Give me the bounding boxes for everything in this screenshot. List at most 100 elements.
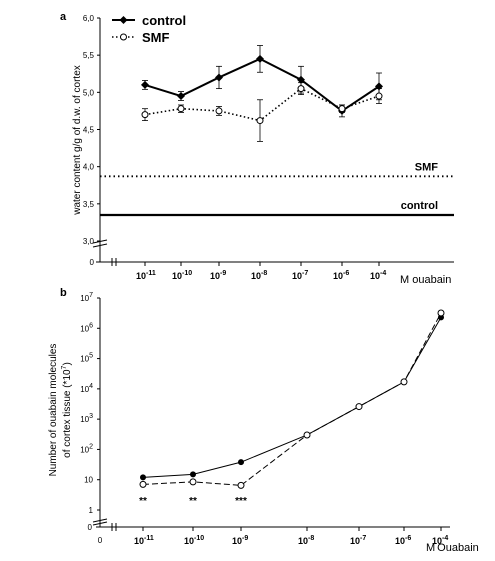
panel-b-axis-break-mark [92, 518, 108, 523]
panel-b-point-filled [190, 471, 196, 478]
panel-b-x-unit: M Ouabain [426, 542, 479, 554]
panel-a-x-tick-label: 10-4 [370, 270, 386, 281]
panel-b-y-tick-label-base: 10 [80, 385, 89, 394]
panel-b-x-tick-label: 10-9 [232, 535, 248, 546]
panel-a-x-unit: M ouabain [400, 274, 451, 286]
panel-a-x-tick-label-base: 10 [251, 271, 261, 281]
panel-b-y-tick-label-base: 10 [80, 445, 89, 454]
panel-b-y-tick-label-exponent: 6 [89, 322, 93, 329]
panel-b-x-unit-prefix: M [426, 542, 435, 554]
panel-a-x-tick-label-base: 10 [292, 271, 302, 281]
data-point-smf [338, 105, 346, 113]
data-point-smf [297, 85, 305, 93]
panel-a-x-tick-label: 10-7 [292, 270, 308, 281]
panel-a-y-tick-label: 5,5 [83, 51, 95, 60]
panel-b-x-tick-label: 10-8 [298, 535, 314, 546]
panel-b-point-open [437, 309, 445, 317]
panel-a-y-tick-label: 3,5 [83, 200, 95, 209]
panel-a: a water content g/g of d.w. of cortex M … [60, 11, 454, 286]
panel-b-x-tick-label: 10-11 [134, 535, 154, 546]
panel-b-letter: b [60, 287, 67, 299]
panel-b-x-tick-label-exponent: -9 [242, 535, 248, 542]
panel-b-series-line-open [142, 312, 442, 486]
panel-a-y-tick-label: 0 [90, 258, 95, 267]
panel-b-x-tick-label-base: 10 [232, 536, 242, 546]
data-point-smf [375, 92, 383, 100]
panel-a-x-tick-label-base: 10 [370, 271, 380, 281]
panel-a-letter: a [60, 11, 67, 23]
panel-b-x-tick-label-exponent: -4 [442, 535, 448, 542]
panel-b-y-label-main: of cortex tissue (*10 [62, 369, 73, 458]
legend: control SMF [112, 13, 186, 45]
panel-b-point-open [139, 480, 147, 488]
panel-a-y-ticks: 0 3,0 3,5 4,0 4,5 5,0 5,5 6,0 [83, 14, 100, 267]
panel-b-y-tick-label-base: 10 [84, 476, 93, 485]
panel-a-reference-lines: SMF control [100, 161, 454, 217]
significance-marker: ** [139, 496, 147, 507]
panel-b-annotations: ** ** *** [139, 496, 247, 507]
reference-label-control: control [401, 200, 438, 212]
panel-b-y-label-exponent: 7 [61, 365, 68, 369]
panel-b-x-tick-label-exponent: -10 [194, 535, 204, 542]
panel-b-y-tick-label-exponent: 3 [89, 413, 93, 420]
panel-a-y-tick-label: 3,0 [83, 237, 95, 246]
panel-b-x-tick-label-exponent: -11 [144, 535, 154, 542]
panel-a-x-tick-label-exponent: -7 [302, 270, 308, 277]
panel-b-y-label-close: ) [62, 362, 73, 365]
panel-b-y-tick-label: 102 [80, 443, 93, 454]
panel-b-series-line-filled [142, 317, 442, 478]
panel-a-x-tick-label: 10-9 [210, 270, 226, 281]
legend-smf-label: SMF [142, 30, 170, 45]
panel-a-x-tick-label-exponent: -4 [380, 270, 386, 277]
data-point-control [256, 54, 264, 63]
panel-a-x-tick-label-exponent: -9 [220, 270, 226, 277]
panel-a-x-tick-label: 10-6 [333, 270, 349, 281]
data-point-control [141, 80, 149, 89]
panel-b-x-tick-label-exponent: -7 [360, 535, 366, 542]
panel-b-point-open [237, 481, 245, 489]
panel-a-y-tick-label: 6,0 [83, 14, 95, 23]
data-point-control [215, 73, 223, 82]
panel-b-point-filled [238, 459, 244, 466]
panel-a-series [141, 45, 383, 142]
significance-marker: *** [235, 496, 247, 507]
panel-b-y-label-line1: Number of ouabain molecules [48, 344, 59, 477]
panel-b-x-tick-label-base: 10 [134, 536, 144, 546]
panel-b-axis-break-mark [92, 521, 108, 526]
panel-b-y-tick-label: 104 [80, 383, 93, 394]
data-point-control [297, 75, 305, 84]
data-point-smf [256, 117, 264, 125]
panel-b-x-tick-label-base: 10 [432, 536, 442, 546]
panel-a-x-tick-label-exponent: -10 [182, 270, 192, 277]
panel-b-y-tick-label: 107 [80, 292, 93, 303]
panel-b-series [139, 309, 445, 489]
data-point-smf [177, 105, 185, 113]
panel-b-y-label-line2: of cortex tissue (*107) [61, 362, 73, 458]
panel-b-x-tick-label-base: 10 [298, 536, 308, 546]
panel-a-x-tick-label-base: 10 [333, 271, 343, 281]
panel-b-point-open [303, 431, 311, 439]
panel-b-x-tick-label: 10-6 [395, 535, 411, 546]
panel-a-x-tick-label-base: 10 [210, 271, 220, 281]
panel-b-x-tick-label-exponent: -8 [308, 535, 314, 542]
panel-a-y-label: water content g/g of d.w. of cortex [72, 65, 83, 216]
panel-b-y-tick-label-exponent: 2 [89, 443, 93, 450]
panel-b-y-tick-label-exponent: 5 [89, 353, 93, 360]
panel-b-y-tick-label: 10 [84, 476, 93, 485]
panel-b-y-zero-label: 0 [88, 523, 93, 532]
panel-b-y-tick-label-base: 10 [80, 355, 89, 364]
panel-b-x-origin-label: 0 [98, 536, 103, 545]
panel-a-axis-break-mark [92, 243, 108, 248]
panel-b-y-tick-label-base: 10 [80, 294, 89, 303]
panel-b-x-ticks: 10-11 10-10 10-9 10-8 10-7 10-6 10-4 [134, 527, 448, 546]
panel-a-x-tick-label-base: 10 [136, 271, 146, 281]
legend-smf-marker [120, 33, 127, 41]
data-point-smf [141, 111, 149, 119]
panel-b-y-tick-label-base: 1 [89, 506, 94, 515]
panel-b-x-tick-label: 10-4 [432, 535, 448, 546]
panel-b-point-open [400, 378, 408, 386]
panel-a-y-tick-label: 4,0 [83, 163, 95, 172]
panel-b-point-open [189, 478, 197, 486]
panel-b-point-open [355, 403, 363, 411]
